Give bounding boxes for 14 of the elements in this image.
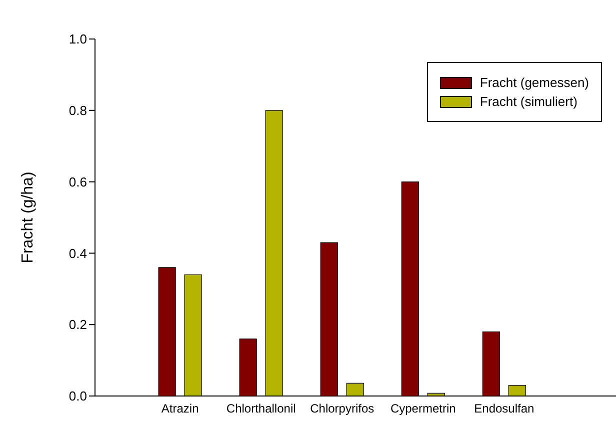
legend-label: Fracht (simuliert) [480, 94, 578, 109]
x-tick-label: Chlorthallonil [226, 402, 296, 416]
x-tick-label: Endosulfan [474, 402, 534, 416]
y-tick-label: 0.2 [68, 317, 87, 332]
y-tick-label: 0.4 [68, 246, 87, 261]
y-tick-label: 0.8 [68, 103, 87, 118]
x-tick-label: Cypermetrin [390, 402, 456, 416]
y-axis-title: Fracht (g/ha) [20, 172, 37, 264]
x-tick-label: Atrazin [161, 402, 199, 416]
x-tick-label: Chlorpyrifos [310, 402, 374, 416]
y-tick-label: 1.0 [68, 32, 87, 47]
y-tick-label: 0.6 [68, 174, 87, 190]
legend-label: Fracht (gemessen) [480, 75, 589, 90]
y-tick-label: 0.0 [68, 388, 87, 404]
